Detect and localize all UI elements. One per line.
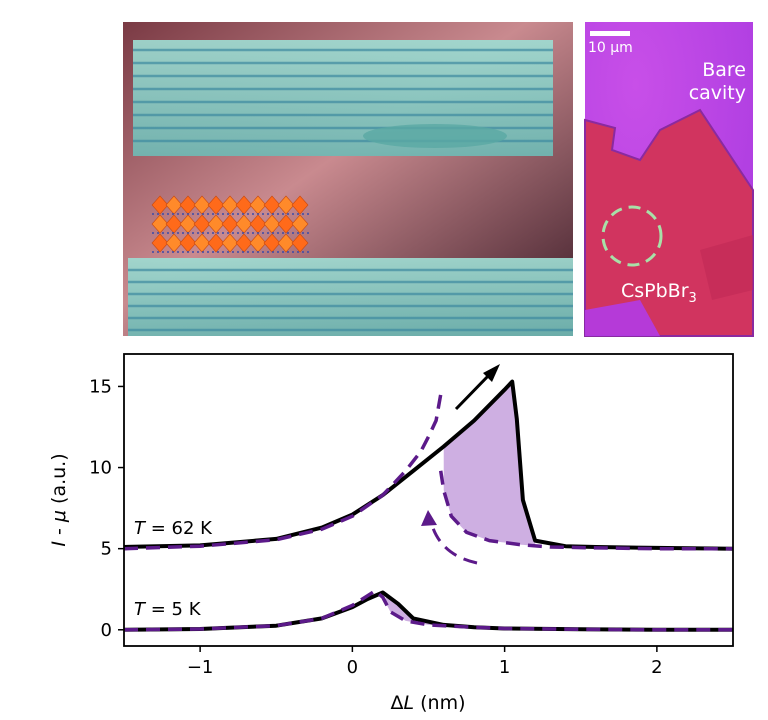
y-tick-label: 10 xyxy=(89,458,112,479)
x-tick-label: −1 xyxy=(187,657,214,678)
label-cavity: cavity xyxy=(689,82,746,104)
solid-series-line-0 xyxy=(123,379,734,551)
octahedron xyxy=(221,214,239,234)
dashed-series-line-4 xyxy=(123,589,733,632)
octahedron xyxy=(207,195,225,215)
dashed-series-line-2 xyxy=(438,470,733,551)
sweep-down-arrow xyxy=(421,510,478,565)
x-tick-label: 0 xyxy=(347,657,358,678)
y-tick-label: 0 xyxy=(101,620,112,641)
plot-frame xyxy=(123,353,734,647)
annotation-5k: T = 5 K xyxy=(134,599,202,620)
y-tick-label: 15 xyxy=(89,376,112,397)
octahedron xyxy=(221,195,239,215)
x-axis-label: ΔL (nm) xyxy=(390,692,465,714)
lens-dimple xyxy=(363,124,507,148)
chart: −1 0 1 2 0 5 10 15 T = 62 K T = 5 K ΔL (nm) I … xyxy=(48,353,734,714)
measurement-circle xyxy=(601,205,663,267)
dashed-series-line-1 xyxy=(123,394,443,551)
series-lines xyxy=(123,379,734,632)
top-mirror xyxy=(133,40,553,156)
scale-bar-label: 10 µm xyxy=(588,40,633,56)
octahedron xyxy=(207,214,225,234)
octahedron xyxy=(277,233,295,253)
octahedron xyxy=(291,233,309,253)
label-material: CsPbBr3 xyxy=(621,280,697,306)
micrograph: 10 µm Bare cavity CsPbBr3 xyxy=(584,22,754,337)
hysteresis-fills xyxy=(385,381,536,628)
octahedron xyxy=(277,195,295,215)
y-tick-label: 5 xyxy=(101,539,112,560)
x-axis-ticks: −1 0 1 2 xyxy=(187,646,663,678)
octahedron xyxy=(151,233,169,253)
octahedron xyxy=(151,214,169,234)
y-axis-ticks: 0 5 10 15 xyxy=(89,376,124,641)
x-tick-label: 2 xyxy=(651,657,662,678)
sweep-up-arrow xyxy=(454,364,500,411)
scale-bar xyxy=(590,31,630,36)
cavity-illustration xyxy=(123,22,573,336)
octahedron xyxy=(291,195,309,215)
octahedron xyxy=(277,214,295,234)
octahedron xyxy=(221,233,239,253)
annotation-62k: T = 62 K xyxy=(134,518,213,539)
y-axis-label: I - μ (a.u.) xyxy=(48,453,70,546)
hysteresis-area xyxy=(443,381,536,546)
hysteresis-area xyxy=(385,594,475,628)
octahedron xyxy=(291,214,309,234)
label-bare: Bare xyxy=(702,59,746,81)
perovskite-crystal xyxy=(151,195,310,253)
octahedron xyxy=(151,195,169,215)
x-tick-label: 1 xyxy=(499,657,510,678)
bottom-mirror xyxy=(128,258,573,336)
octahedron xyxy=(207,233,225,253)
